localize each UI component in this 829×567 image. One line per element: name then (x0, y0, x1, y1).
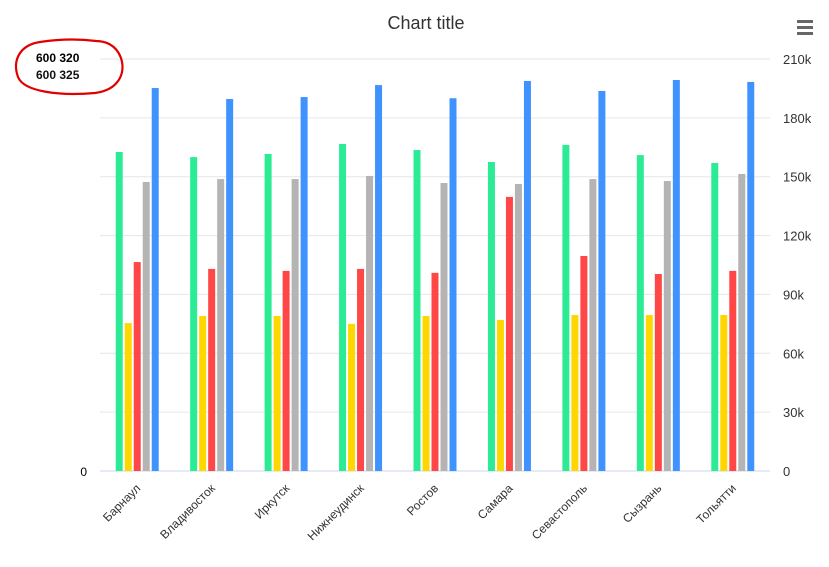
y-tick-label: 180k (783, 111, 812, 126)
bar[interactable] (580, 255, 588, 471)
x-tick-label: Владивосток (157, 481, 218, 542)
left-axis-top-label-b: 600 325 (36, 68, 80, 82)
bar[interactable] (571, 315, 579, 471)
y-tick-label: 30k (783, 405, 804, 420)
bar[interactable] (514, 183, 522, 471)
bar[interactable] (738, 173, 746, 471)
x-tick-label: Тольятти (693, 481, 738, 526)
x-tick-label: Сызрань (620, 481, 665, 526)
bar[interactable] (720, 315, 728, 471)
bar[interactable] (264, 153, 272, 472)
bar[interactable] (124, 323, 132, 471)
bar[interactable] (217, 179, 225, 471)
bar[interactable] (339, 143, 347, 471)
bar[interactable] (496, 319, 504, 471)
bar[interactable] (357, 268, 365, 471)
bar[interactable] (487, 162, 495, 471)
bar[interactable] (142, 182, 150, 472)
y-tick-label: 0 (783, 464, 790, 479)
bar[interactable] (422, 316, 430, 471)
left-axis-zero-label: 0 (80, 465, 87, 479)
bar[interactable] (505, 196, 513, 471)
bar[interactable] (375, 85, 383, 472)
x-tick-label: Нижнеудинск (305, 481, 368, 544)
chart-title: Chart title (387, 13, 464, 33)
bar[interactable] (208, 268, 216, 471)
bar[interactable] (711, 162, 719, 471)
x-tick-label: Самара (475, 481, 516, 522)
bar[interactable] (598, 90, 606, 471)
y-tick-label: 120k (783, 229, 812, 244)
bar[interactable] (645, 315, 653, 471)
x-tick-label: Барнаул (100, 481, 143, 524)
bar[interactable] (348, 323, 356, 471)
bar[interactable] (413, 150, 421, 471)
bar[interactable] (115, 151, 123, 471)
bar[interactable] (366, 175, 374, 472)
bar[interactable] (672, 79, 680, 472)
bar[interactable] (273, 316, 281, 471)
bar[interactable] (282, 270, 290, 471)
bar[interactable] (636, 155, 644, 471)
y-tick-label: 60k (783, 346, 804, 361)
red-circle-annotation (14, 38, 124, 96)
bar[interactable] (151, 88, 159, 471)
bar[interactable] (440, 182, 448, 472)
y-tick-label: 150k (783, 170, 812, 185)
bar[interactable] (663, 181, 671, 472)
y-tick-label: 210k (783, 52, 812, 67)
bar[interactable] (199, 316, 207, 471)
left-axis-top-label-a: 600 320 (36, 51, 80, 65)
bar[interactable] (190, 157, 198, 471)
bar[interactable] (747, 81, 755, 471)
bar[interactable] (523, 80, 531, 472)
bar[interactable] (300, 97, 308, 472)
x-tick-label: Иркутск (252, 481, 293, 522)
hamburger-menu-icon[interactable] (797, 20, 813, 35)
x-tick-label: Севастополь (529, 481, 590, 542)
bar[interactable] (729, 270, 737, 471)
bar[interactable] (226, 99, 234, 471)
bar[interactable] (562, 144, 570, 471)
bar[interactable] (291, 179, 299, 471)
bar[interactable] (449, 98, 457, 471)
x-tick-label: Ростов (404, 481, 441, 518)
bar[interactable] (589, 179, 597, 471)
y-tick-label: 90k (783, 287, 804, 302)
bar[interactable] (133, 262, 141, 471)
bar[interactable] (431, 272, 439, 471)
bar[interactable] (654, 274, 662, 471)
